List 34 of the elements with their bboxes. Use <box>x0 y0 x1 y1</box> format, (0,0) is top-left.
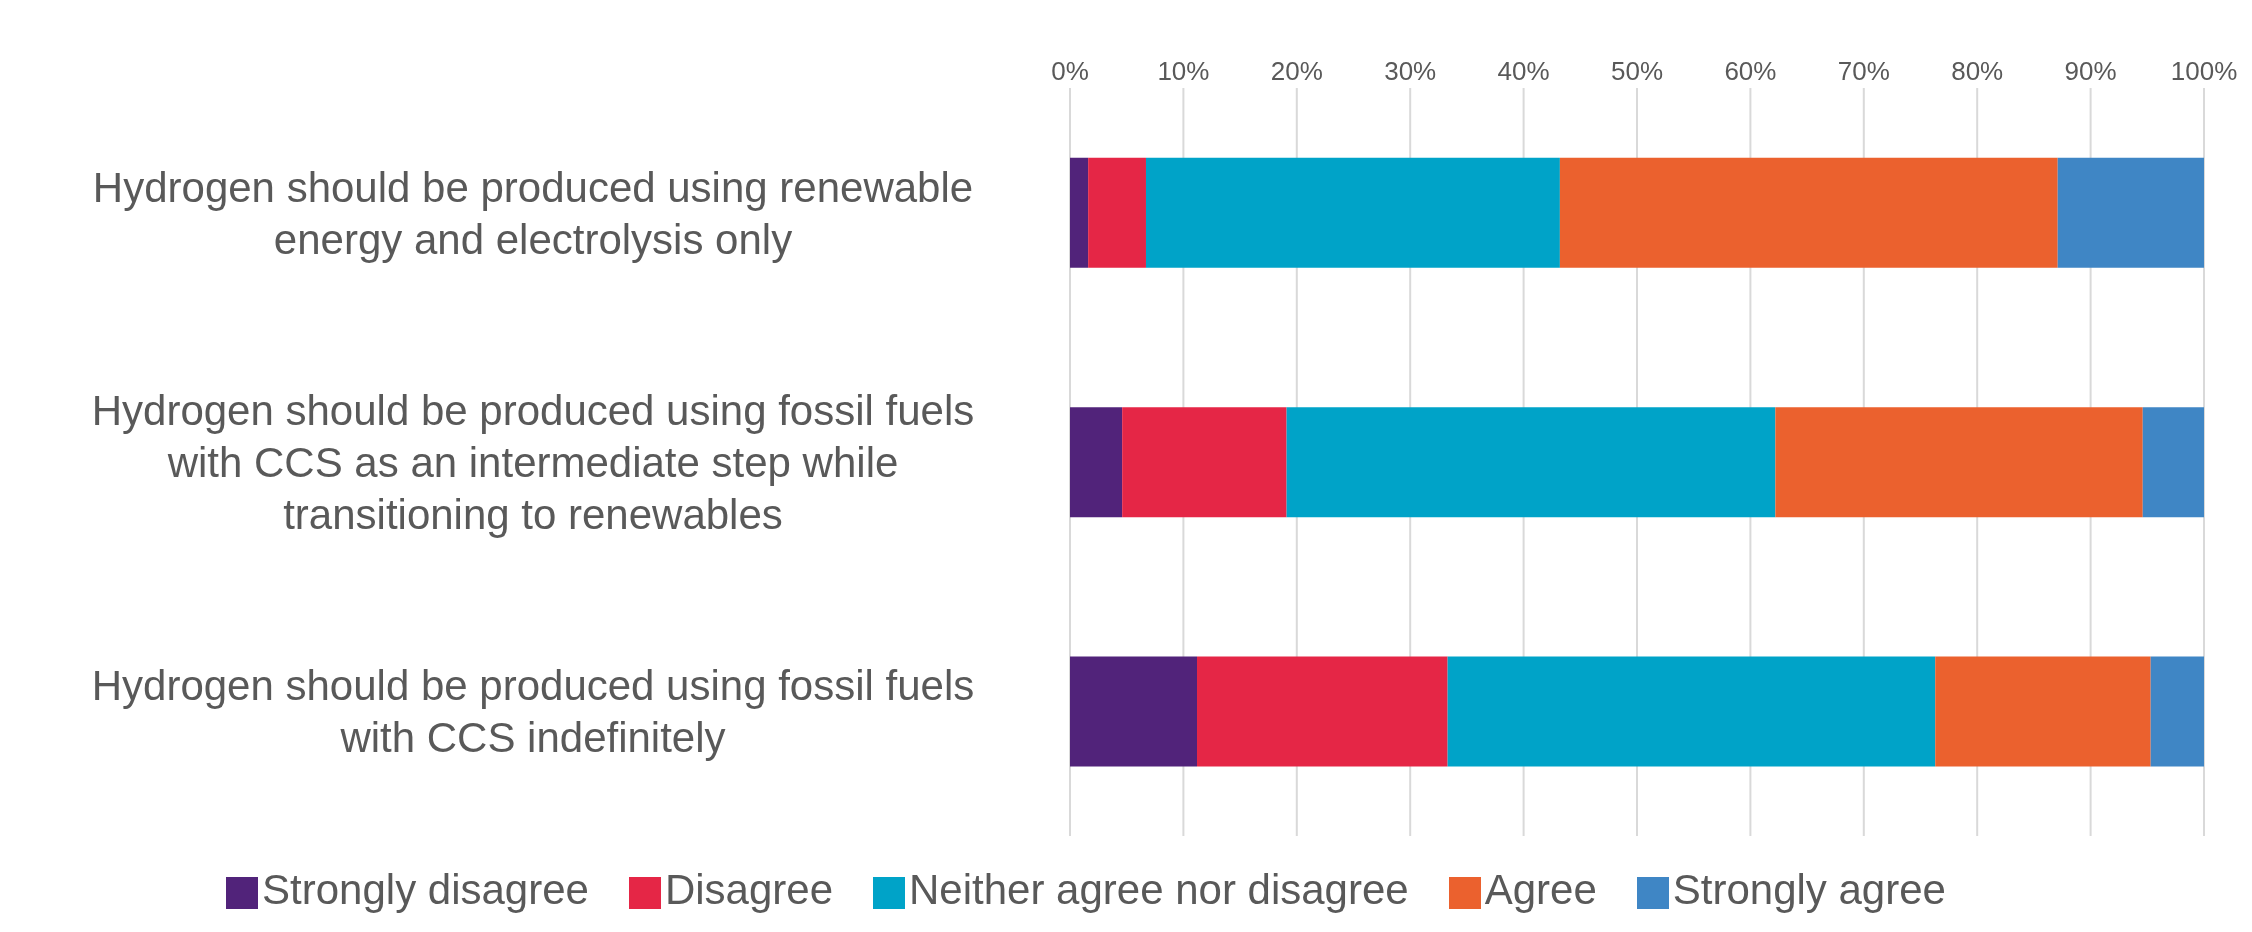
x-tick-label: 50% <box>1610 56 1664 86</box>
bar <box>1070 656 1198 767</box>
y-tick-label: Hydrogen should be produced using fossil fuels with CCS indefinitely <box>91 661 975 761</box>
legend-label: Strongly agree <box>1672 866 1946 913</box>
x-tick-label: 10% <box>1157 56 1210 86</box>
bar <box>1775 407 2143 518</box>
bar <box>1122 407 1287 518</box>
x-tick-label: 70% <box>1837 56 1890 86</box>
legend-label: Agree <box>1484 866 1597 913</box>
y-tick-label: Hydrogen should be produced using fossil fuels with CCS as an intermediate step while transitioning to renewables <box>91 386 975 538</box>
legend-label: Neither agree nor disagree <box>909 866 1409 913</box>
legend-label: Disagree <box>664 866 834 913</box>
bar <box>2142 407 2204 518</box>
bar <box>2150 656 2204 767</box>
x-tick-label: 90% <box>2064 56 2117 86</box>
bar <box>2057 157 2204 268</box>
bar <box>1070 407 1123 518</box>
bar <box>1070 157 1089 268</box>
x-tick-label: 80% <box>1951 56 2004 86</box>
legend-label: Strongly disagree <box>262 866 589 913</box>
x-tick-label: 0% <box>1051 56 1089 86</box>
bar <box>1145 157 1560 268</box>
x-tick-label: 30% <box>1384 56 1437 86</box>
bar <box>1197 656 1448 767</box>
bar <box>1559 157 2058 268</box>
x-tick-label: 60% <box>1724 56 1777 86</box>
x-tick-label: 40% <box>1497 56 1550 86</box>
bar <box>1935 656 2151 767</box>
x-tick-label: 100% <box>2170 56 2238 86</box>
y-tick-label: Hydrogen should be produced using renewable energy and electrolysis only <box>92 163 974 263</box>
bar <box>1088 157 1146 268</box>
x-tick-label: 20% <box>1270 56 1323 86</box>
bar <box>1286 407 1776 518</box>
bar <box>1447 656 1936 767</box>
